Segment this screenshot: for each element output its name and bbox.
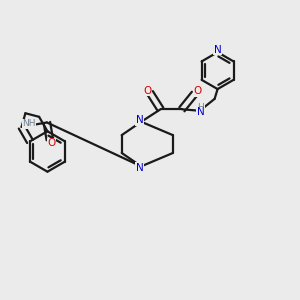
Text: N: N: [214, 45, 221, 55]
Text: N: N: [136, 115, 144, 125]
Text: O: O: [193, 86, 202, 96]
Text: O: O: [144, 85, 152, 96]
Text: N: N: [197, 107, 205, 117]
Text: O: O: [47, 138, 56, 148]
Text: N: N: [136, 163, 144, 173]
Text: H: H: [197, 103, 204, 112]
Text: NH: NH: [22, 119, 36, 128]
